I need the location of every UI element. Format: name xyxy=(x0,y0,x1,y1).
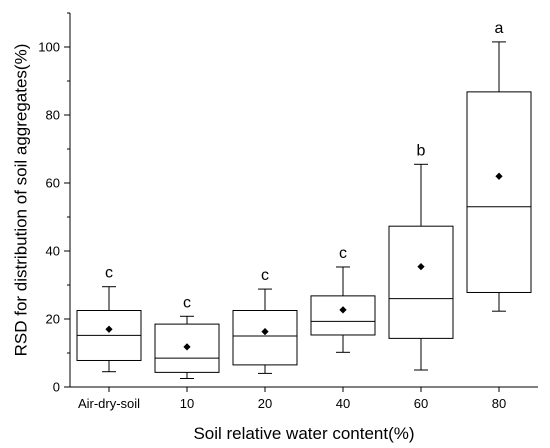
iqr-box xyxy=(388,225,454,339)
y-tick-label: 40 xyxy=(46,244,60,259)
mean-marker xyxy=(417,263,425,271)
iqr-box xyxy=(466,91,532,293)
box-group: a xyxy=(466,20,532,312)
y-tick-label: 0 xyxy=(53,380,60,395)
significance-letter: c xyxy=(261,267,269,284)
x-tick-label: 20 xyxy=(258,396,272,411)
plot-area: c c c c b a xyxy=(76,20,532,379)
mean-marker xyxy=(261,327,269,336)
mean-marker xyxy=(339,306,347,314)
x-tick-label: 10 xyxy=(180,396,194,411)
x-tick-label: 40 xyxy=(336,396,350,411)
y-tick-label: 20 xyxy=(46,312,60,327)
significance-letter: b xyxy=(417,142,426,159)
significance-letter: a xyxy=(495,20,504,37)
x-axis-title: Soil relative water content(%) xyxy=(193,424,414,443)
mean-marker xyxy=(183,343,191,351)
y-axis-title: RSD for distribution of soil aggregates(… xyxy=(11,44,30,357)
mean-marker xyxy=(105,325,113,333)
y-tick-label: 100 xyxy=(38,40,60,55)
axes: 0 20 40 60 80 100 Air-dry-soil 10 20 40 60 80 xyxy=(38,12,538,411)
significance-letter: c xyxy=(183,294,191,311)
x-tick-label: 80 xyxy=(492,396,506,411)
box-group: c xyxy=(232,267,298,374)
iqr-box xyxy=(154,323,220,373)
iqr-box xyxy=(310,295,376,336)
box-group: c xyxy=(310,245,376,353)
significance-letter: c xyxy=(339,245,347,262)
box-group: c xyxy=(76,265,142,373)
x-tick-label: 60 xyxy=(414,396,428,411)
y-tick-label: 60 xyxy=(46,176,60,191)
box-group: c xyxy=(154,294,220,379)
x-tick-label: Air-dry-soil xyxy=(78,396,140,411)
iqr-box xyxy=(232,310,298,366)
box-group: b xyxy=(388,142,454,371)
y-tick-label: 80 xyxy=(46,108,60,123)
significance-letter: c xyxy=(105,265,113,282)
mean-marker xyxy=(495,172,503,180)
